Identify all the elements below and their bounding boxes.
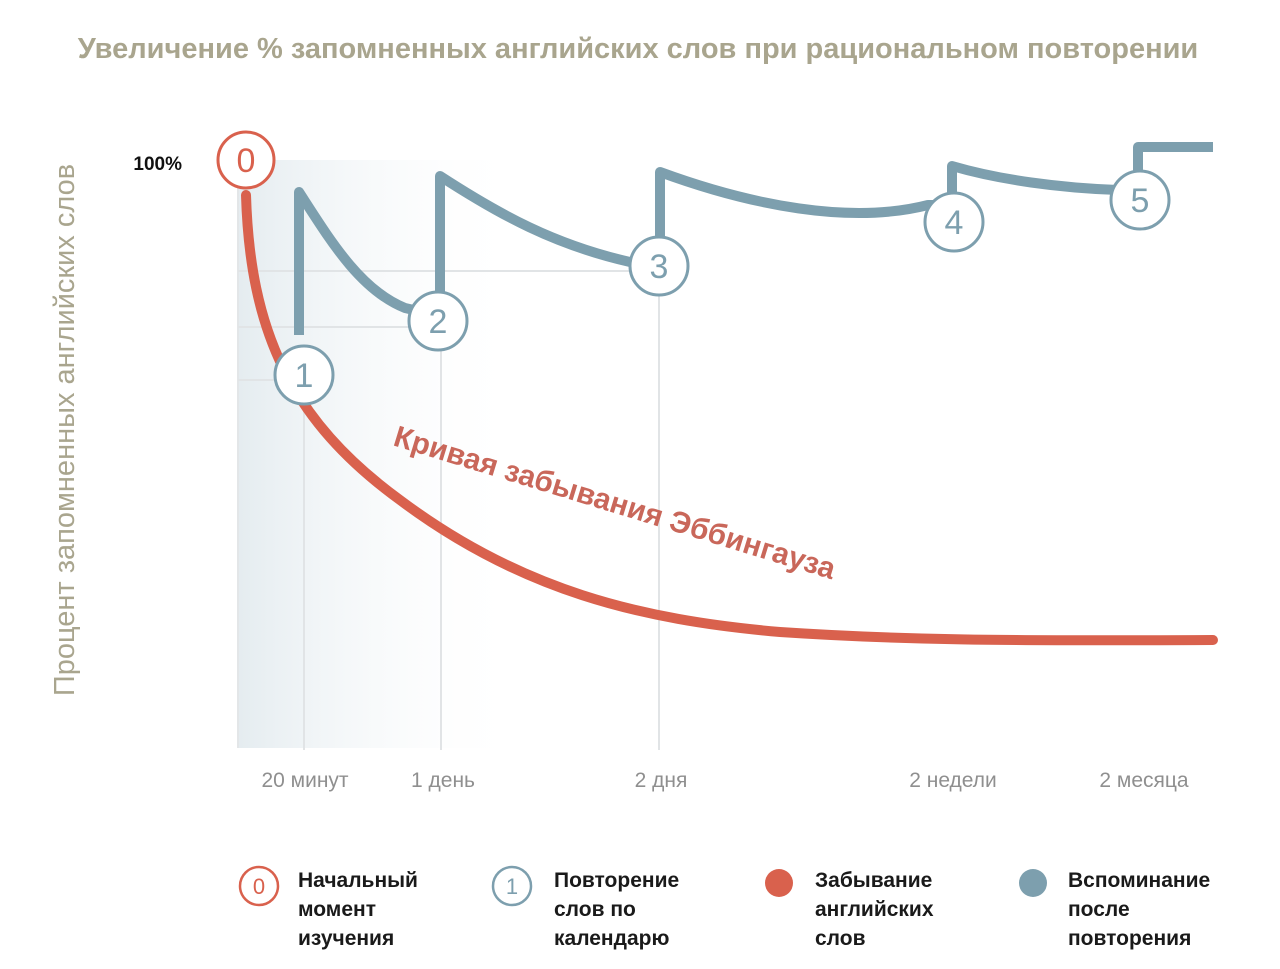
marker-5: 5 xyxy=(1109,169,1171,231)
legend-item-repetition: 1 Повторение слов по календарю xyxy=(491,865,679,950)
x-tick-label: 1 день xyxy=(411,769,475,792)
recall-curve xyxy=(294,142,1213,335)
legend-line: Начальный xyxy=(298,869,418,892)
legend-symbol xyxy=(491,865,533,907)
legend-item-forgetting: Забывание английских слов xyxy=(765,869,934,950)
marker-label: 4 xyxy=(945,204,964,242)
marker-label: 5 xyxy=(1131,182,1150,220)
x-tick-label: 2 дня xyxy=(635,769,688,792)
legend-line: после xyxy=(1068,898,1130,921)
x-tick-labels: 20 минут 1 день 2 дня 2 недели 2 месяца xyxy=(261,769,1188,792)
x-tick-label: 2 недели xyxy=(909,769,997,792)
legend-line: Вспоминание xyxy=(1068,869,1210,892)
legend-item-recall: Вспоминание после повторения xyxy=(1019,869,1210,950)
legend-symbol xyxy=(238,865,280,907)
grid xyxy=(237,160,660,750)
legend-line: момент xyxy=(298,898,376,921)
legend-line: изучения xyxy=(298,927,394,950)
legend-line: слов по xyxy=(554,898,636,921)
y-tick-label: 100% xyxy=(133,154,182,175)
legend-symbol-label: 0 xyxy=(253,874,265,899)
marker-label: 3 xyxy=(650,248,669,286)
marker-0: 0 xyxy=(216,130,276,190)
legend-dot-forgetting xyxy=(765,869,793,897)
legend-symbol-label: 1 xyxy=(506,874,518,899)
marker-4: 4 xyxy=(923,191,985,253)
y-axis-label: Процент запомненных английских слов xyxy=(49,164,81,696)
marker-label: 2 xyxy=(429,303,448,341)
legend-line: Повторение xyxy=(554,869,679,892)
chart-title: Увеличение % запомненных английских слов… xyxy=(78,33,1199,65)
x-tick-label: 2 месяца xyxy=(1099,769,1189,792)
x-tick-label: 20 минут xyxy=(261,769,348,792)
legend-line: Забывание xyxy=(815,869,932,892)
marker-3: 3 xyxy=(628,235,690,297)
marker-2: 2 xyxy=(407,290,469,352)
legend-line: повторения xyxy=(1068,927,1191,950)
markers: 0 1 2 3 4 5 xyxy=(216,130,1171,406)
marker-label: 1 xyxy=(295,357,314,395)
marker-1: 1 xyxy=(273,344,335,406)
legend-line: слов xyxy=(815,927,866,950)
legend-line: английских xyxy=(815,898,934,921)
legend-dot-recall xyxy=(1019,869,1047,897)
legend-item-start: 0 Начальный момент изучения xyxy=(238,865,418,950)
shaded-region xyxy=(238,160,523,748)
legend-line: календарю xyxy=(554,927,669,950)
legend: 0 Начальный момент изучения 1 Повторение… xyxy=(238,865,1210,950)
marker-label: 0 xyxy=(237,142,256,180)
